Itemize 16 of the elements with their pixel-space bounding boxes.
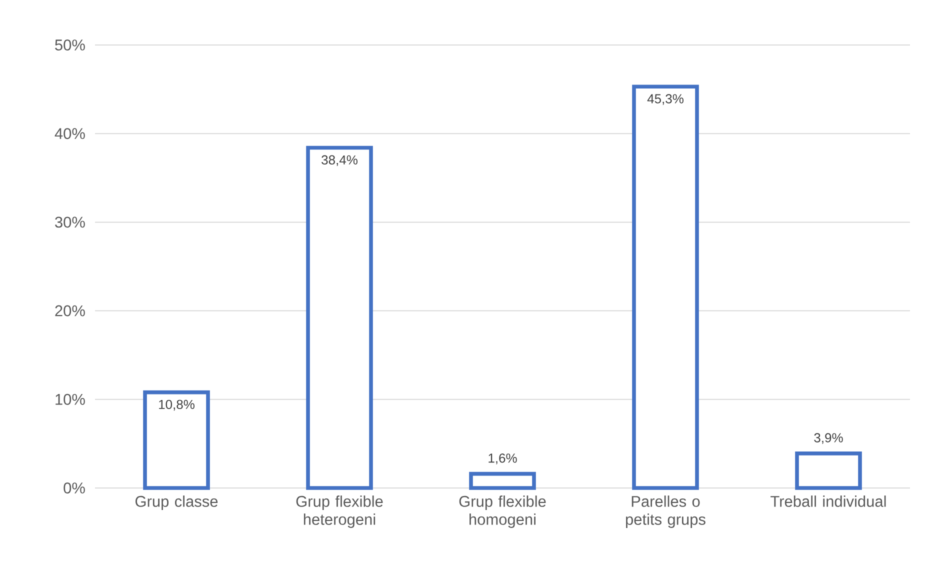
x-tick-label: Parelles o petits grups xyxy=(626,496,706,528)
data-label: 38,4% xyxy=(322,155,358,166)
y-tick-label: 0% xyxy=(64,482,85,494)
y-tick-label: 10% xyxy=(56,394,85,405)
data-label: 1,6% xyxy=(488,454,517,464)
y-tick-label: 30% xyxy=(55,216,85,228)
x-tick-label: Grup flexible homogeni xyxy=(459,496,546,528)
y-tick-label: 40% xyxy=(54,128,85,140)
data-label: 10,8% xyxy=(159,400,194,411)
data-label: 45,3% xyxy=(647,94,684,105)
y-tick-label: 50% xyxy=(55,40,85,50)
x-tick-label: Grup flexible heterogeni xyxy=(296,496,383,528)
x-tick-label: Treball individual xyxy=(770,496,886,507)
y-tick-label: 20% xyxy=(55,305,85,316)
x-tick-label: Grup classe xyxy=(136,496,218,510)
data-label: 3,9% xyxy=(814,433,843,444)
